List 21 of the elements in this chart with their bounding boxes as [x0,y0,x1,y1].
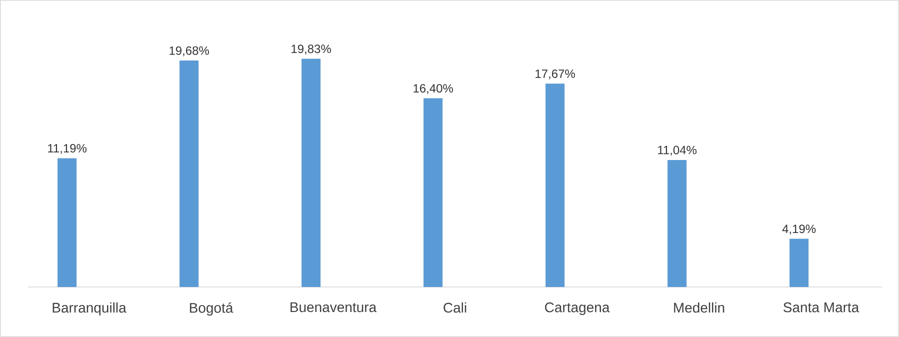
x-tick-label: Cartagena [545,302,610,316]
x-tick-label: Cali [444,302,466,313]
data-label: 11,04% [658,146,697,156]
data-label: 17,67% [536,69,575,80]
x-tick-label: Santa Marta [783,302,860,312]
bar [180,60,199,287]
data-label: 19,83% [292,44,331,55]
bar [302,58,321,287]
data-label: 11,19% [48,144,87,154]
bar [58,158,77,287]
data-label: 16,40% [414,84,453,94]
data-label: 19,68% [170,46,209,56]
bar [424,98,443,287]
x-tick-label: Buenaventura [290,302,377,312]
x-tick-label: Bogotá [190,302,234,316]
bar [790,238,809,287]
data-label: 4,19% [782,224,816,235]
x-tick-label: Medellin [674,302,724,313]
bar [546,84,565,287]
bar [668,160,687,287]
x-tick-label: Barranquilla [52,302,126,316]
